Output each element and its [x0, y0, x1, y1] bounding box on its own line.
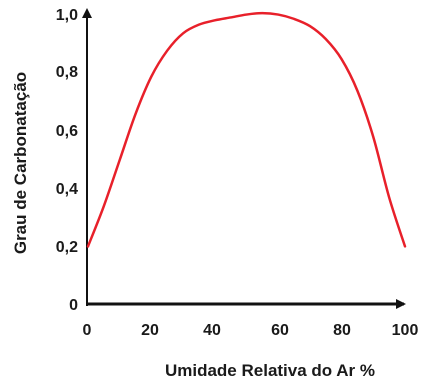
y-axis-title: Grau de Carbonatação [11, 72, 30, 254]
y-tick-label: 0,6 [56, 123, 78, 140]
y-tick-label: 1,0 [56, 7, 78, 24]
y-tick-label: 0,2 [56, 239, 78, 256]
x-tick-label: 0 [83, 322, 92, 339]
x-tick-labels: 0 20 40 60 80 100 [83, 322, 419, 339]
carbonation-curve [86, 11, 407, 248]
x-tick-label: 100 [392, 322, 419, 339]
x-tick-label: 80 [333, 322, 351, 339]
x-axis-title: Umidade Relativa do Ar % [165, 361, 375, 380]
y-tick-label: 0,4 [56, 181, 78, 198]
y-tick-label: 0 [69, 297, 78, 314]
y-tick-labels: 0 0,2 0,4 0,6 0,8 1,0 [56, 7, 78, 314]
x-tick-label: 40 [203, 322, 221, 339]
y-tick-label: 0,8 [56, 64, 78, 81]
x-tick-label: 60 [271, 322, 289, 339]
x-tick-label: 20 [141, 322, 159, 339]
